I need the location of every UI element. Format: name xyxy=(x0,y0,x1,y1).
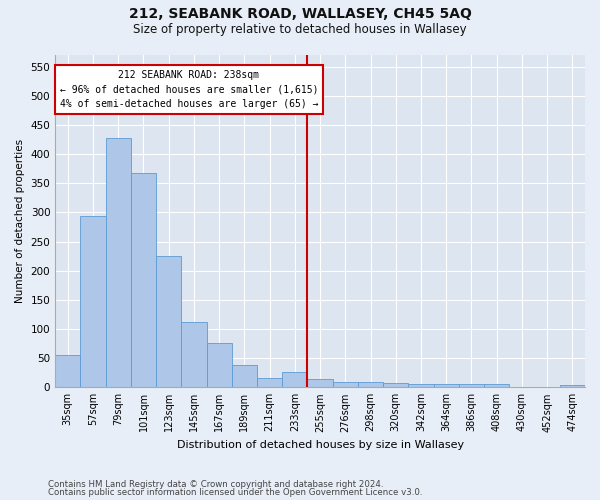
Bar xyxy=(181,322,206,388)
Bar xyxy=(131,174,156,388)
Text: Contains public sector information licensed under the Open Government Licence v3: Contains public sector information licen… xyxy=(48,488,422,497)
Y-axis label: Number of detached properties: Number of detached properties xyxy=(15,139,25,303)
Text: 212, SEABANK ROAD, WALLASEY, CH45 5AQ: 212, SEABANK ROAD, WALLASEY, CH45 5AQ xyxy=(128,8,472,22)
Bar xyxy=(106,138,131,388)
Bar xyxy=(156,256,181,388)
X-axis label: Distribution of detached houses by size in Wallasey: Distribution of detached houses by size … xyxy=(176,440,464,450)
Bar xyxy=(459,384,484,388)
Bar xyxy=(282,372,307,388)
Bar xyxy=(484,384,509,388)
Bar xyxy=(80,216,106,388)
Bar xyxy=(332,382,358,388)
Bar xyxy=(560,385,585,388)
Bar xyxy=(409,384,434,388)
Bar xyxy=(383,382,409,388)
Text: 212 SEABANK ROAD: 238sqm
← 96% of detached houses are smaller (1,615)
4% of semi: 212 SEABANK ROAD: 238sqm ← 96% of detach… xyxy=(59,70,318,109)
Bar xyxy=(307,379,332,388)
Bar xyxy=(434,384,459,388)
Bar xyxy=(232,364,257,388)
Bar xyxy=(358,382,383,388)
Text: Contains HM Land Registry data © Crown copyright and database right 2024.: Contains HM Land Registry data © Crown c… xyxy=(48,480,383,489)
Text: Size of property relative to detached houses in Wallasey: Size of property relative to detached ho… xyxy=(133,22,467,36)
Bar xyxy=(206,343,232,388)
Bar xyxy=(257,378,282,388)
Bar xyxy=(55,355,80,388)
